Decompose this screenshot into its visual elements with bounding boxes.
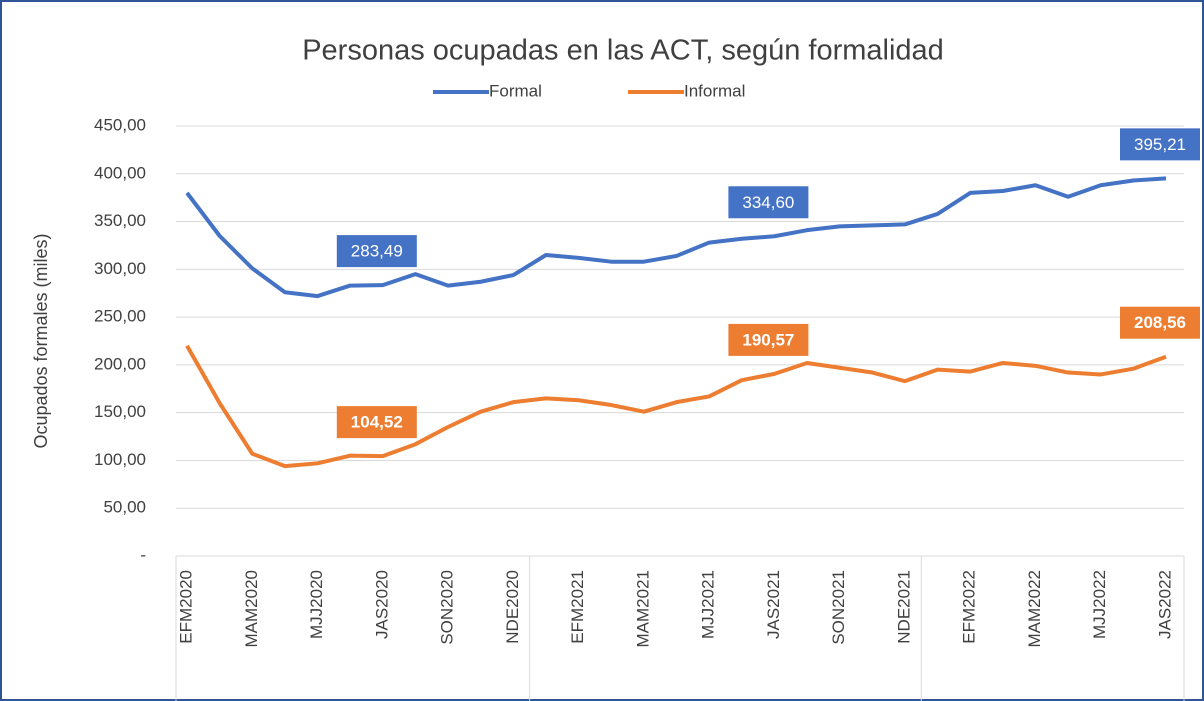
data-label: 395,21	[1134, 135, 1186, 154]
data-label-box	[1120, 128, 1200, 161]
x-tick-label: MAM2022	[1025, 570, 1044, 647]
x-tick-label: NDE2020	[503, 570, 522, 644]
x-tick-label: MJJ2022	[1090, 570, 1109, 639]
series-line	[185, 344, 1167, 469]
y-tick-label: 150,00	[94, 402, 146, 421]
y-tick-label: 400,00	[94, 163, 146, 182]
x-tick-label: MJJ2020	[307, 570, 326, 639]
x-tick-label: MJJ2021	[699, 570, 718, 639]
y-tick-label: 350,00	[94, 211, 146, 230]
y-tick-label: 250,00	[94, 307, 146, 326]
legend-label: Informal	[684, 81, 745, 100]
y-tick-label: 450,00	[94, 115, 146, 134]
x-tick-label: JAS2021	[764, 570, 783, 639]
x-tick-label: EFM2020	[176, 570, 195, 644]
y-tick-label: -	[140, 545, 146, 564]
data-label-box	[728, 186, 809, 219]
y-tick-label: 100,00	[94, 450, 146, 469]
x-tick-label: MAM2020	[242, 570, 261, 647]
series-line	[185, 176, 1167, 299]
x-tick-label: JAS2020	[372, 570, 391, 639]
legend-label: Formal	[489, 81, 542, 100]
data-label: 283,49	[351, 242, 403, 261]
y-tick-label: 50,00	[103, 498, 146, 517]
x-tick-label: SON2020	[438, 570, 457, 645]
y-tick-label: 300,00	[94, 259, 146, 278]
y-tick-label: 200,00	[94, 354, 146, 373]
x-tick-label: MAM2021	[633, 570, 652, 647]
data-label: 208,56	[1134, 313, 1186, 332]
data-label-box	[336, 406, 417, 439]
data-label-box	[1120, 306, 1200, 339]
x-tick-label: EFM2021	[568, 570, 587, 644]
y-axis-label: Ocupados formales (miles)	[31, 233, 51, 448]
x-tick-label: SON2021	[829, 570, 848, 645]
x-tick-label: NDE2021	[894, 570, 913, 644]
x-tick-label: EFM2022	[960, 570, 979, 644]
data-label: 190,57	[742, 330, 794, 349]
data-label: 104,52	[351, 413, 403, 432]
data-label: 334,60	[742, 193, 794, 212]
data-label-box	[728, 323, 809, 356]
data-label-box	[336, 235, 417, 268]
chart-title: Personas ocupadas en las ACT, según form…	[302, 35, 944, 67]
x-tick-label: JAS2022	[1155, 570, 1174, 639]
